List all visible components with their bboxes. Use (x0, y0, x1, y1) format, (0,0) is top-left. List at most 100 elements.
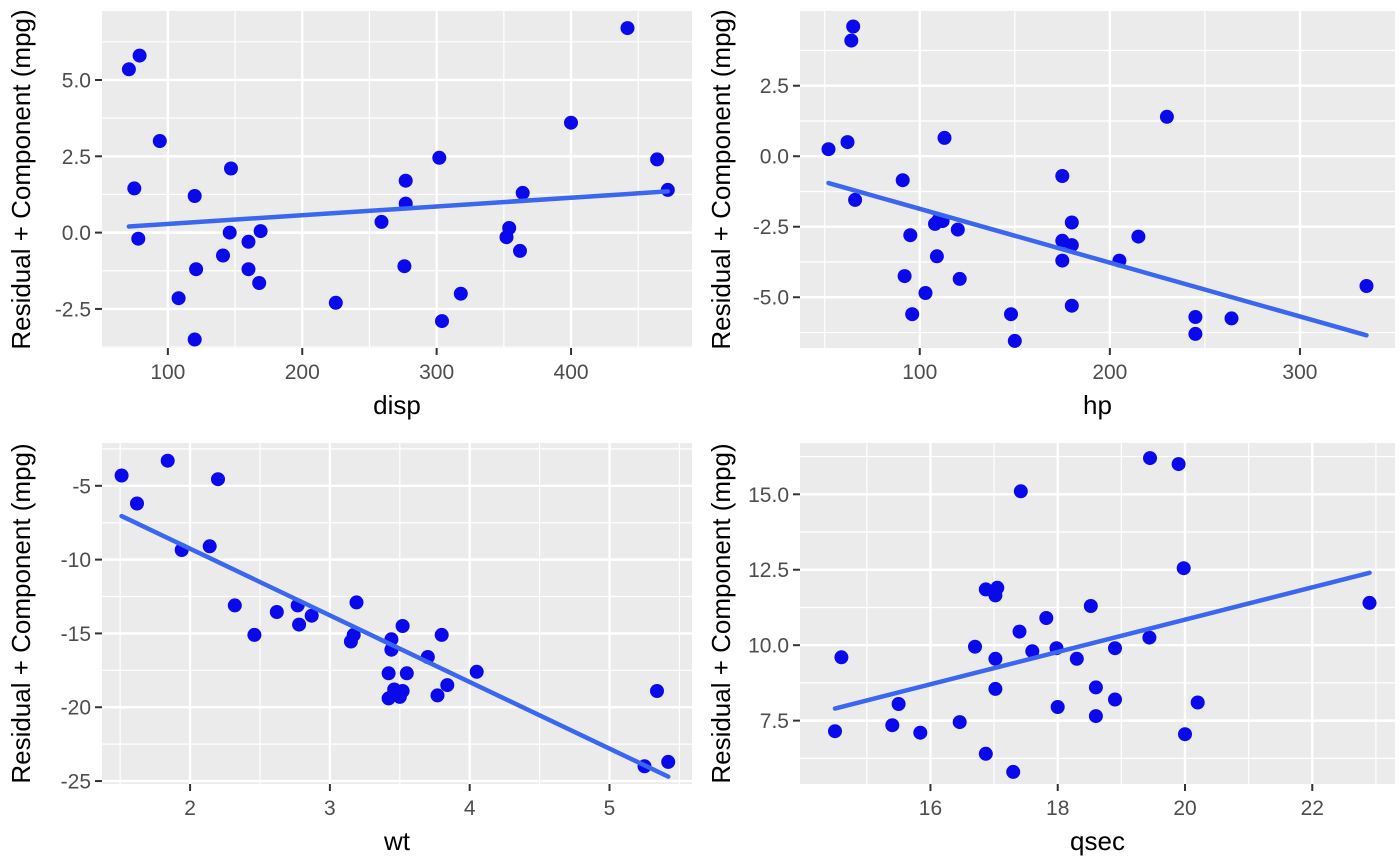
data-point (650, 684, 664, 698)
data-point (1069, 651, 1084, 666)
data-point (187, 332, 202, 347)
x-tick-label: 3 (324, 797, 336, 820)
data-point (453, 286, 468, 301)
data-point (913, 725, 928, 740)
data-point (1083, 599, 1098, 613)
data-point (252, 276, 267, 290)
data-point (434, 627, 449, 642)
data-point (515, 185, 530, 200)
data-point (897, 269, 912, 284)
data-point (381, 666, 396, 681)
data-point (187, 189, 202, 203)
data-point (397, 259, 412, 274)
data-point (160, 453, 175, 468)
y-axis-title: Residual + Component (mpg) (6, 9, 36, 349)
y-tick-label: 5.0 (62, 69, 91, 92)
data-point (620, 21, 635, 36)
x-tick-label: 16 (919, 797, 942, 820)
data-point (469, 664, 484, 679)
data-point (840, 135, 855, 150)
data-point (211, 472, 225, 487)
data-point (952, 271, 967, 286)
trend-line (119, 513, 671, 779)
data-point (1108, 641, 1122, 656)
panel-cell-qsec: 16 18 20 22 7.5 10.0 12.5 15.0 qsec Residual + Co… (700, 432, 1400, 865)
data-point (1025, 644, 1040, 659)
y-tick-label: 0.0 (62, 222, 91, 245)
y-tick-label: 12.5 (748, 559, 789, 582)
data-point (241, 262, 256, 277)
y-tick-label: -2.5 (753, 216, 789, 239)
data-point (1055, 169, 1070, 183)
y-tick-label: 0.0 (760, 146, 789, 169)
x-tick-label: 200 (285, 361, 320, 384)
panel-background (102, 443, 692, 784)
data-point (1004, 307, 1018, 322)
scatter-panel-qsec: 16 18 20 22 7.5 10.0 12.5 15.0 qsec Residual + Co… (706, 443, 1395, 856)
data-point (895, 173, 910, 188)
y-tick-label: -15 (61, 623, 91, 646)
data-point (152, 134, 167, 148)
data-point (432, 150, 447, 165)
y-tick-label: -2.5 (55, 298, 91, 321)
data-point (399, 666, 414, 681)
data-point (918, 286, 933, 300)
data-point (253, 224, 268, 239)
data-point (891, 697, 906, 711)
data-point (374, 214, 389, 229)
trend-line (126, 189, 671, 229)
x-axis-title: hp (1083, 390, 1112, 420)
data-point (132, 48, 147, 63)
data-point (127, 181, 142, 196)
data-point (247, 627, 262, 642)
scatter-panel-hp: 100 200 300 -5.0 -2.5 0.0 2.5 hp Residual + Comp… (706, 9, 1395, 420)
x-tick-label: 100 (150, 361, 185, 384)
data-point (1050, 700, 1065, 714)
data-point (440, 678, 455, 693)
trend-line (832, 570, 1372, 711)
data-point (988, 651, 1003, 666)
data-point (1055, 253, 1070, 268)
data-point (1359, 279, 1374, 293)
data-point (392, 689, 407, 704)
data-point (1176, 561, 1191, 576)
data-point (202, 539, 217, 554)
data-point (1362, 595, 1377, 610)
data-point (828, 724, 842, 739)
data-point (1178, 727, 1192, 742)
data-point (241, 234, 256, 249)
data-point (1039, 611, 1054, 625)
data-point (1064, 215, 1079, 230)
data-point (343, 634, 358, 649)
data-point (650, 152, 665, 167)
x-axis-title: qsec (1070, 826, 1125, 856)
data-point (821, 142, 836, 157)
data-point (398, 173, 413, 188)
x-tick-label: 5 (604, 797, 616, 820)
y-axis-title: Residual + Component (mpg) (706, 9, 736, 349)
data-point (499, 230, 514, 245)
data-point (1088, 709, 1103, 724)
data-point (661, 754, 676, 769)
scatter-panel-wt: 2 3 4 5 -25 -20 -15 -10 -5 wt Residual + Component… (6, 443, 692, 856)
data-point (224, 161, 238, 176)
y-tick-label: -5.0 (753, 287, 789, 310)
data-point (1006, 764, 1021, 779)
data-point (1188, 310, 1203, 324)
y-tick-label: -5 (72, 475, 91, 498)
data-point (978, 746, 993, 761)
data-point (304, 608, 319, 623)
panel-cell-hp: 100 200 300 -5.0 -2.5 0.0 2.5 hp Residual + Comp… (700, 0, 1400, 432)
y-tick-label: -20 (61, 697, 91, 720)
y-tick-label: 15.0 (748, 484, 789, 507)
data-point (988, 681, 1003, 696)
data-point (905, 307, 920, 322)
x-tick-label: 100 (902, 361, 937, 384)
data-point (1012, 624, 1027, 639)
data-point (952, 715, 967, 730)
x-tick-label: 22 (1301, 797, 1324, 820)
x-tick-label: 200 (1092, 361, 1127, 384)
data-point (227, 598, 242, 613)
data-point (269, 605, 284, 619)
